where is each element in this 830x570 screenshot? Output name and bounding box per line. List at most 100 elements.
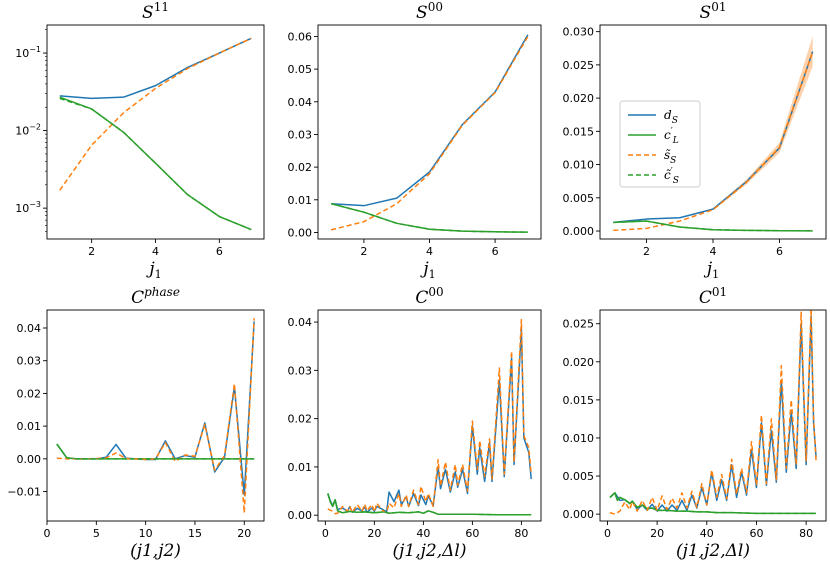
axes-frame <box>46 309 265 522</box>
y-tick-label: 0.06 <box>288 30 313 43</box>
legend-label-3: s̃S <box>664 148 676 166</box>
x-tick-label: 0 <box>322 527 329 540</box>
x-tick-label: 0 <box>44 527 51 540</box>
series-line-4 <box>56 443 255 460</box>
x-tick-label: 6 <box>216 245 223 258</box>
x-tick-label: 80 <box>799 527 813 540</box>
axes-frame <box>46 24 265 240</box>
x-tick-label: 40 <box>416 527 430 540</box>
series-line-1 <box>327 328 532 514</box>
series-line-1 <box>609 315 817 512</box>
legend-label-4: c̃′S <box>664 167 679 186</box>
series-line-4 <box>330 202 528 233</box>
series-line-3 <box>59 37 252 191</box>
legend-label-1: dS <box>664 108 678 126</box>
chart-panel-5: 0 20 40 60 80 0.00 0.01 0.02 0.03 0.04 C00 (j1,j2,Δ… <box>288 285 542 561</box>
series-line-2 <box>59 96 252 231</box>
x-tick-label: 80 <box>514 527 528 540</box>
y-tick-label: 0.00 <box>17 453 42 466</box>
series-line-3 <box>609 310 817 515</box>
x-tick-label: 40 <box>700 527 714 540</box>
y-tick-label: 0.010 <box>563 159 595 172</box>
series-line-4 <box>327 493 532 516</box>
x-axis-label: (j1,j2,Δl) <box>676 541 750 561</box>
y-tick-label: 0.02 <box>17 387 42 400</box>
x-tick-label: 60 <box>749 527 763 540</box>
chart-title: Cphase <box>131 285 180 308</box>
y-tick-label: 0.04 <box>288 96 313 109</box>
series-line-4 <box>59 97 252 231</box>
x-tick-label: 4 <box>152 245 159 258</box>
axes-frame <box>599 309 827 522</box>
chart-panel-6: 0 20 40 60 80 0.000 0.005 0.010 0.015 0.020 0.025 C… <box>563 285 827 561</box>
y-tick-label: 0.020 <box>563 356 595 369</box>
x-axis-label: (j1,j2,Δl) <box>393 541 467 561</box>
x-tick-label: 60 <box>465 527 479 540</box>
y-tick-label: 0.00 <box>288 226 313 239</box>
x-tick-label: 20 <box>237 527 251 540</box>
x-axis-label: (j1,j2) <box>130 541 181 561</box>
chart-title: S00 <box>416 0 443 23</box>
y-tick-label: 0.005 <box>563 470 595 483</box>
series-line-1 <box>56 321 255 496</box>
axes-frame <box>317 24 542 240</box>
y-tick-label: 0.025 <box>563 318 595 331</box>
x-tick-label: 2 <box>88 245 95 258</box>
y-tick-label: 0.03 <box>288 364 313 377</box>
series-line-1 <box>331 34 529 207</box>
y-tick-label: −0.01 <box>7 486 41 499</box>
y-tick-label: 10−3 <box>15 200 41 215</box>
x-tick-label: 15 <box>188 527 202 540</box>
y-tick-label: 0.03 <box>288 128 313 141</box>
series-line-2 <box>330 202 528 233</box>
y-tick-label: 0.010 <box>563 432 595 445</box>
y-tick-label: 0.05 <box>288 63 313 76</box>
chart-title: C01 <box>699 285 727 308</box>
y-tick-label: 0.04 <box>288 316 313 329</box>
series-line-3 <box>613 51 814 232</box>
chart-title: S01 <box>700 0 727 23</box>
y-tick-label: 0.000 <box>563 225 595 238</box>
chart-panel-3: 2 4 6 0.000 0.005 0.010 0.015 0.020 0.025 0.030 S0… <box>563 0 827 281</box>
y-tick-label: 0.03 <box>17 355 42 368</box>
series-line-4 <box>609 492 817 515</box>
legend-box <box>619 100 701 188</box>
y-tick-label: 0.020 <box>563 92 595 105</box>
y-tick-label: 0.015 <box>563 125 595 138</box>
x-tick-label: 6 <box>776 245 783 258</box>
x-axis-label: j1 <box>419 259 435 281</box>
series-line-1 <box>59 37 252 100</box>
series-line-4 <box>613 220 813 232</box>
legend: dSc′L s̃Sc̃′S <box>619 100 701 188</box>
chart-title: S11 <box>142 0 169 23</box>
x-tick-label: 2 <box>360 245 367 258</box>
x-tick-label: 5 <box>93 527 100 540</box>
series-line-3 <box>330 36 529 231</box>
y-tick-label: 0.015 <box>563 394 595 407</box>
y-tick-label: 0.01 <box>288 194 313 207</box>
x-axis-label: j1 <box>703 259 719 281</box>
y-tick-label: 0.01 <box>288 461 313 474</box>
x-tick-label: 4 <box>710 245 717 258</box>
y-tick-label: 10−2 <box>15 123 41 138</box>
x-tick-label: 10 <box>139 527 153 540</box>
chart-title: C00 <box>415 285 443 308</box>
y-tick-label: 10−1 <box>15 45 41 60</box>
y-tick-label: 0.005 <box>563 192 595 205</box>
x-tick-label: 6 <box>492 245 499 258</box>
uncertainty-band <box>713 36 813 211</box>
y-tick-label: 0.000 <box>563 508 595 521</box>
y-tick-label: 0.04 <box>17 322 42 335</box>
chart-panel-2: 2 4 6 0.00 0.01 0.02 0.03 0.04 0.05 0.06 S00 j1 <box>288 0 542 281</box>
x-tick-label: 20 <box>367 527 381 540</box>
chart-panel-1: 2 4 6 10−3 10−2 10−1 S11 j1 <box>15 0 265 281</box>
y-tick-label: 0.02 <box>288 413 313 426</box>
y-tick-label: 0.01 <box>17 420 42 433</box>
x-tick-label: 4 <box>426 245 433 258</box>
x-axis-label: j1 <box>145 259 161 281</box>
series-line-3 <box>56 318 255 514</box>
y-tick-label: 0.00 <box>288 509 313 522</box>
chart-panel-4: 0 5 10 15 20 −0.01 0.00 0.01 0.02 0.03 0.04 Cphase (… <box>7 285 265 561</box>
axes-frame <box>317 309 542 522</box>
